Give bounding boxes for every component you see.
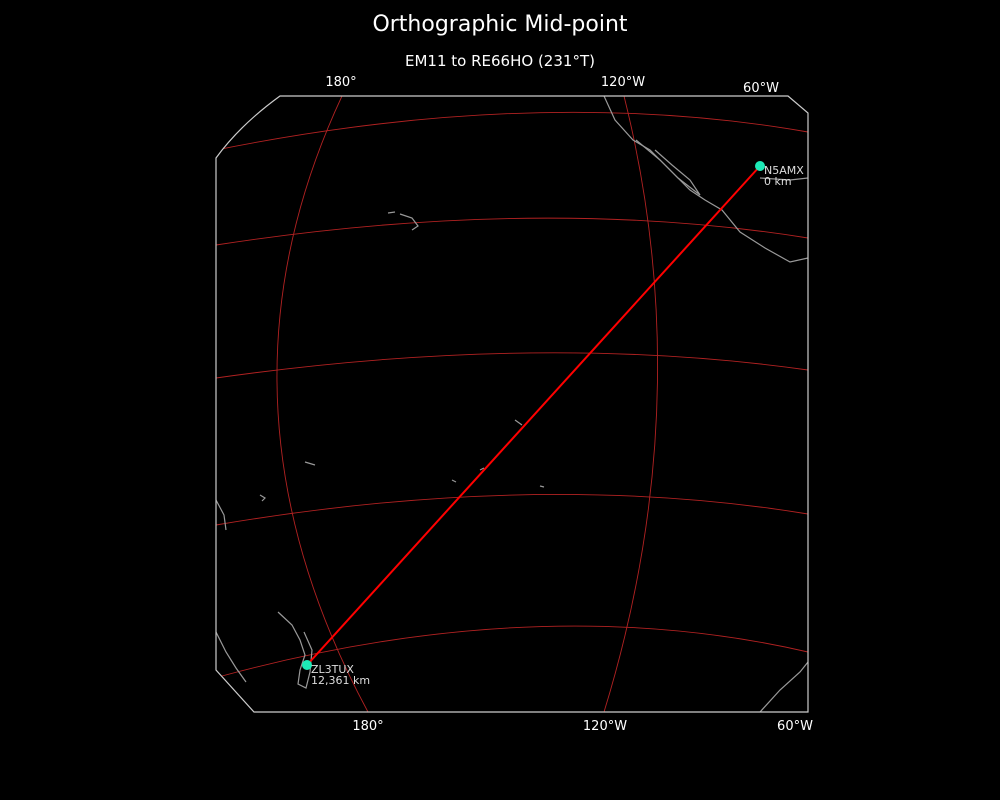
station-distance-zl3tux: 12,361 km — [311, 674, 370, 687]
map-subtitle: EM11 to RE66HO (231°T) — [405, 52, 595, 70]
parallel-line — [216, 493, 808, 526]
parallel-line — [216, 217, 808, 246]
coastline-australia — [216, 499, 247, 683]
bottom-tick-label: 120°W — [583, 719, 627, 734]
station-call-n5amx: N5AMX — [764, 164, 804, 177]
parallel-line — [216, 111, 808, 151]
coastline-baja — [635, 139, 701, 196]
map-frame — [215, 95, 809, 713]
bottom-tick-label: 180° — [352, 719, 383, 734]
station-distance-n5amx: 0 km — [764, 175, 792, 188]
map-title: Orthographic Mid-point — [372, 12, 628, 37]
station-marker-zl3tux[interactable] — [302, 660, 312, 670]
meridian-line — [603, 96, 658, 712]
top-tick-label: 180° — [325, 75, 356, 90]
top-tick-label: 60°W — [743, 81, 779, 96]
meridian-line — [276, 96, 369, 712]
station-marker-n5amx[interactable] — [755, 161, 765, 171]
great-circle-path — [306, 165, 761, 666]
map-area — [216, 96, 808, 712]
parallel-line — [221, 625, 808, 677]
coastline-gulf-mexico — [759, 177, 808, 181]
station-call-zl3tux: ZL3TUX — [311, 663, 354, 676]
coastline-south-america — [759, 661, 808, 712]
coastline-hawaii — [387, 211, 419, 231]
coastline-islands — [259, 419, 545, 502]
parallel-line — [216, 352, 808, 379]
coastline-north-america — [603, 96, 808, 263]
graticule — [216, 96, 808, 712]
coastlines — [216, 96, 808, 712]
top-tick-label: 120°W — [601, 75, 645, 90]
bottom-tick-label: 60°W — [777, 719, 813, 734]
coastline-new-zealand — [277, 611, 313, 689]
